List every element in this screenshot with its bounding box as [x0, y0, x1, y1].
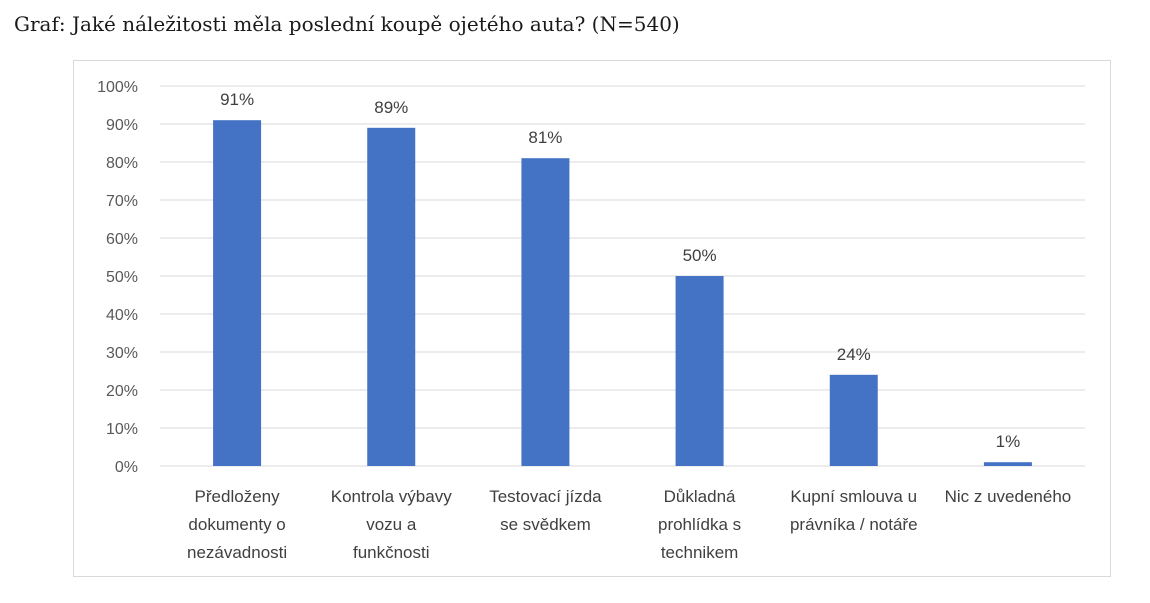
data-label: 89%	[374, 98, 408, 117]
y-tick-label: 70%	[106, 193, 138, 210]
category-label: Kupní smlouva u	[790, 487, 917, 506]
category-label: technikem	[661, 543, 738, 562]
category-label: Nic z uvedeného	[945, 487, 1072, 506]
category-label: vozu a	[366, 515, 417, 534]
y-tick-label: 60%	[106, 231, 138, 248]
category-label: funkčnosti	[353, 543, 430, 562]
category-label: Testovací jízda	[489, 487, 602, 506]
category-label: prohlídka s	[658, 515, 741, 534]
bars	[213, 120, 1032, 467]
y-tick-label: 100%	[97, 79, 138, 96]
category-label: právníka / notáře	[790, 515, 918, 534]
category-label: se svědkem	[500, 515, 591, 534]
bar	[213, 120, 262, 466]
data-label: 1%	[996, 432, 1021, 451]
category-label: Předloženy	[195, 487, 281, 506]
y-axis-ticks: 0% 10% 20% 30% 40% 50% 60% 70% 80% 90% 100%	[97, 79, 138, 476]
y-tick-label: 0%	[115, 459, 138, 476]
y-tick-label: 80%	[106, 155, 138, 172]
data-label: 91%	[220, 90, 254, 109]
bar	[983, 462, 1032, 466]
category-label: Důkladná	[664, 487, 736, 506]
bar	[829, 374, 878, 466]
data-labels: 91% 89% 81% 50% 24% 1%	[220, 90, 1020, 451]
bar	[367, 127, 416, 467]
y-tick-label: 90%	[106, 117, 138, 134]
category-labels: Předloženy dokumenty o nezávadnosti Kontrol…	[187, 487, 1071, 562]
y-tick-label: 30%	[106, 345, 138, 362]
bar	[521, 158, 570, 466]
y-tick-label: 20%	[106, 383, 138, 400]
category-label: Kontrola výbavy	[331, 487, 452, 506]
y-tick-label: 50%	[106, 269, 138, 286]
data-label: 24%	[837, 345, 871, 364]
data-label: 81%	[528, 128, 562, 147]
data-label: 50%	[683, 246, 717, 265]
page-title: Graf: Jaké náležitosti měla poslední kou…	[14, 12, 680, 36]
y-tick-label: 10%	[106, 421, 138, 438]
bar	[675, 276, 724, 466]
gridlines	[160, 85, 1085, 467]
category-label: nezávadnosti	[187, 543, 287, 562]
category-label: dokumenty o	[188, 515, 285, 534]
y-tick-label: 40%	[106, 307, 138, 324]
